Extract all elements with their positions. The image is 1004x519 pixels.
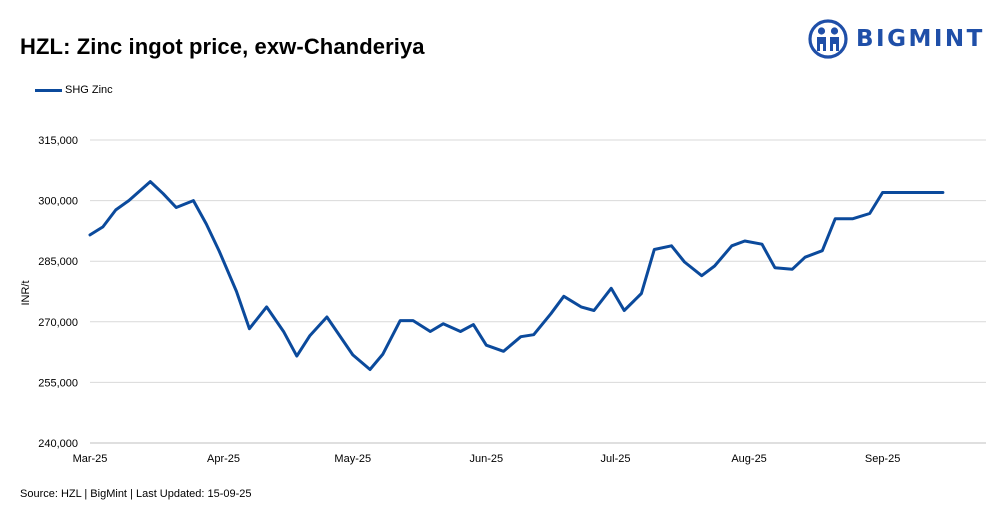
legend-label-shg-zinc: SHG Zinc xyxy=(65,84,113,96)
source-note: Source: HZL | BigMint | Last Updated: 15… xyxy=(20,488,252,500)
x-tick-label: May-25 xyxy=(334,453,371,465)
x-tick-label: Mar-25 xyxy=(73,453,108,465)
y-tick-label: 270,000 xyxy=(38,317,78,329)
y-tick-label: 240,000 xyxy=(38,438,78,450)
y-tick-label: 285,000 xyxy=(38,256,78,268)
series-group xyxy=(88,180,945,371)
y-tick-label: 255,000 xyxy=(38,377,78,389)
x-tick-label: Sep-25 xyxy=(865,453,900,465)
x-tick-label: Apr-25 xyxy=(207,453,240,465)
series-line-shg-zinc xyxy=(88,180,945,371)
y-tick-label: 300,000 xyxy=(38,196,78,208)
y-axis-label: INR/t xyxy=(20,280,32,305)
bigmint-logo-icon xyxy=(808,19,848,59)
chart-legend: SHG Zinc xyxy=(35,84,113,96)
x-axis: Mar-25 Apr-25 May-25 Jun-25 Jul-25 Aug-25 Sep-… xyxy=(73,442,986,465)
x-tick-label: Jul-25 xyxy=(601,453,631,465)
bigmint-logo-text: BIGMINT xyxy=(856,26,985,52)
chart-title: HZL: Zinc ingot price, exw-Chanderiya xyxy=(20,34,425,59)
x-tick-label: Jun-25 xyxy=(469,453,503,465)
y-axis: 240,000 255,000 270,000 285,000 300,000 315,0… xyxy=(38,135,78,450)
y-tick-label: 315,000 xyxy=(38,135,78,147)
bigmint-logo: BIGMINT xyxy=(808,18,985,60)
x-tick-label: Aug-25 xyxy=(731,453,766,465)
gridlines xyxy=(90,139,986,383)
legend-swatch-shg-zinc xyxy=(35,88,62,92)
